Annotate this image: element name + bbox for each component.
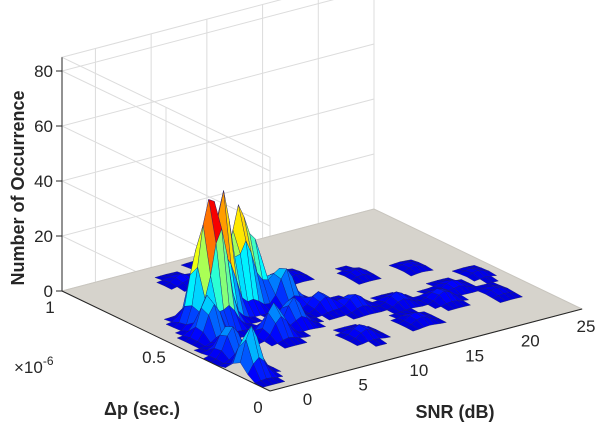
surface-patch	[351, 276, 366, 285]
z-tick-label: 20	[34, 227, 53, 246]
x-tick-label: 25	[577, 317, 596, 336]
z-tick-label: 60	[34, 117, 53, 136]
y-multiplier: ×10-6	[14, 354, 54, 377]
x-axis-line	[269, 308, 583, 392]
surface-patch	[321, 312, 336, 321]
y-axis-line	[61, 290, 271, 392]
y-tick-labels: 00.51	[45, 298, 262, 417]
z-tick-label: 40	[34, 172, 53, 191]
surface-patch	[163, 282, 178, 290]
z-gridline	[60, 43, 375, 227]
surface-mesh	[154, 190, 524, 388]
z-tick-labels: 0 20 40 60 80	[34, 62, 62, 301]
surface-patch	[492, 295, 507, 303]
surface-patch	[466, 272, 481, 282]
surface-patch	[345, 312, 360, 320]
x-tick-labels: 0 5 10 15 20 25	[303, 317, 596, 409]
surface-patch	[264, 334, 278, 347]
surface-patch	[427, 300, 442, 309]
y-tick-label: 0.5	[142, 348, 166, 367]
surface-patch	[277, 339, 291, 349]
y-tick-label: 1	[45, 298, 54, 317]
y-multiplier-exponent: -6	[43, 354, 54, 368]
surface-patch	[403, 267, 418, 277]
x-tick-label: 0	[303, 390, 312, 409]
y-axis-label: Δp (sec.)	[104, 399, 180, 419]
z-axis-label: Number of Occurrence	[8, 90, 28, 285]
surface-patch	[349, 338, 364, 346]
x-tick-label: 20	[521, 332, 540, 351]
x-tick-label: 10	[409, 361, 428, 380]
axis-lines	[61, 57, 583, 392]
surface-patch	[368, 339, 382, 347]
surface-patch	[440, 303, 455, 312]
y-tick-label: 0	[253, 398, 262, 417]
z-tick-label: 80	[34, 62, 53, 81]
y-multiplier-base: ×10	[14, 358, 43, 377]
surface-patch	[405, 324, 419, 332]
z-tick-label: 0	[44, 282, 53, 301]
x-tick-label: 15	[465, 346, 484, 365]
x-axis-label: SNR (dB)	[416, 402, 495, 422]
x-tick-label: 5	[358, 376, 367, 395]
